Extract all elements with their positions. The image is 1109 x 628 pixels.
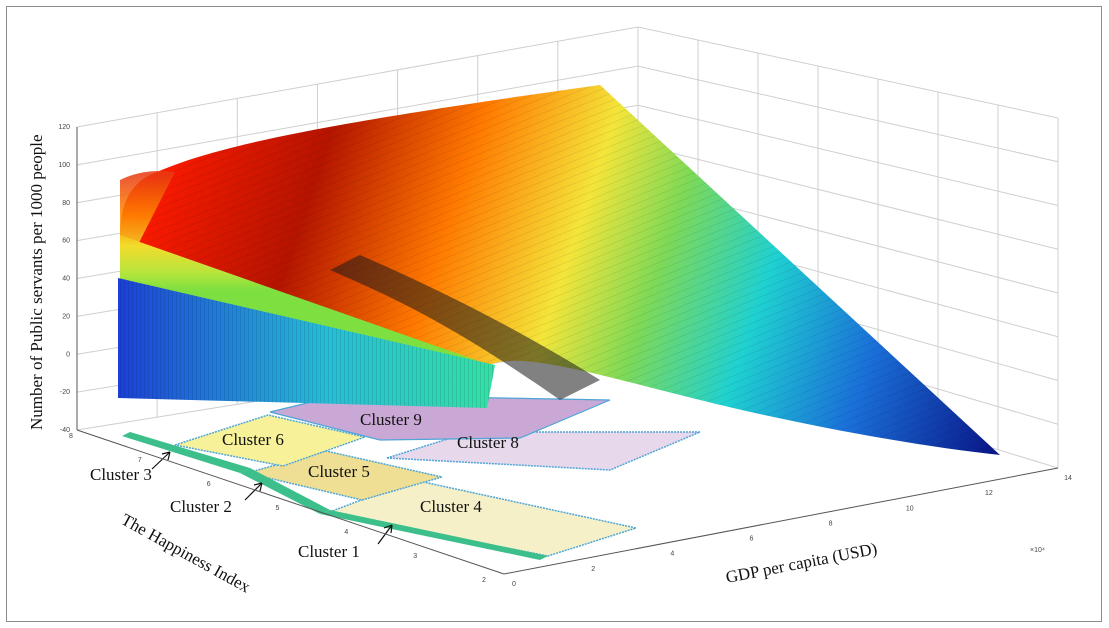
y-tick-label: 4 bbox=[344, 529, 348, 536]
y-tick-label: 5 bbox=[276, 505, 280, 512]
x-tick-label: 8 bbox=[829, 520, 833, 527]
z-tick-label: -40 bbox=[60, 427, 70, 434]
cluster-1-arrow bbox=[377, 524, 393, 545]
z-tick-label: 100 bbox=[58, 162, 70, 169]
z-axis-label: Number of Public servants per 1000 peopl… bbox=[27, 134, 46, 430]
y-tick-label: 2 bbox=[482, 577, 486, 584]
z-tick-label: 0 bbox=[66, 351, 70, 358]
x-tick-label: 4 bbox=[670, 551, 674, 558]
cluster-2-label: Cluster 2 bbox=[170, 497, 232, 516]
cluster-2-arrow bbox=[244, 482, 263, 501]
z-tick-label: 120 bbox=[58, 124, 70, 131]
y-axis-ticks: 2 3 4 5 6 7 8 bbox=[69, 433, 486, 584]
surface-dark-ridge bbox=[330, 255, 600, 400]
y-tick-label: 6 bbox=[207, 481, 211, 488]
x-tick-label: 0 bbox=[512, 581, 516, 588]
z-tick-label: -20 bbox=[60, 389, 70, 396]
z-axis-ticks: -40 -20 0 20 40 60 80 100 120 bbox=[58, 124, 70, 434]
x-axis-ticks: 0 2 4 6 8 10 12 14 bbox=[512, 475, 1072, 588]
y-axis-label: The Happiness Index bbox=[118, 510, 254, 597]
z-tick-label: 20 bbox=[62, 313, 70, 320]
axes bbox=[76, 127, 1059, 575]
cluster-labels: Cluster 6 Cluster 9 Cluster 8 Cluster 5 … bbox=[90, 410, 519, 561]
cluster-6-label: Cluster 6 bbox=[222, 430, 284, 449]
surface-wall-bands bbox=[120, 235, 495, 368]
z-tick-label: 60 bbox=[62, 238, 70, 245]
x-tick-label: 2 bbox=[591, 566, 595, 573]
cluster-3-label: Cluster 3 bbox=[90, 465, 152, 484]
x-axis-label: GDP per capita (USD) bbox=[724, 539, 879, 587]
z-tick-label: 80 bbox=[62, 200, 70, 207]
cluster-9-label: Cluster 9 bbox=[360, 410, 422, 429]
cluster-8-label: Cluster 8 bbox=[457, 433, 519, 452]
x-tick-label: 12 bbox=[985, 490, 993, 497]
cluster-2-region bbox=[240, 468, 330, 514]
x-tick-label: 10 bbox=[906, 505, 914, 512]
cluster-arrows bbox=[151, 451, 393, 545]
x-tick-label: 6 bbox=[749, 536, 753, 543]
cluster-3-region bbox=[122, 432, 250, 473]
y-tick-label: 3 bbox=[413, 553, 417, 560]
cluster-1-label: Cluster 1 bbox=[298, 542, 360, 561]
surface bbox=[118, 85, 1000, 455]
cluster-8-region bbox=[386, 431, 701, 471]
cluster-4-label: Cluster 4 bbox=[420, 497, 482, 516]
cluster-6-region bbox=[174, 414, 368, 467]
x-tick-label: 14 bbox=[1064, 475, 1072, 482]
cluster-3-arrow bbox=[151, 451, 171, 470]
cluster-1-region bbox=[320, 510, 548, 560]
cluster-5-label: Cluster 5 bbox=[308, 462, 370, 481]
x-axis-exponent: ×10⁴ bbox=[1030, 547, 1045, 554]
y-tick-label: 7 bbox=[138, 457, 142, 464]
z-tick-label: 40 bbox=[62, 276, 70, 283]
grid-line bbox=[76, 65, 1059, 166]
y-tick-label: 8 bbox=[69, 433, 73, 440]
cluster-regions bbox=[122, 394, 701, 560]
